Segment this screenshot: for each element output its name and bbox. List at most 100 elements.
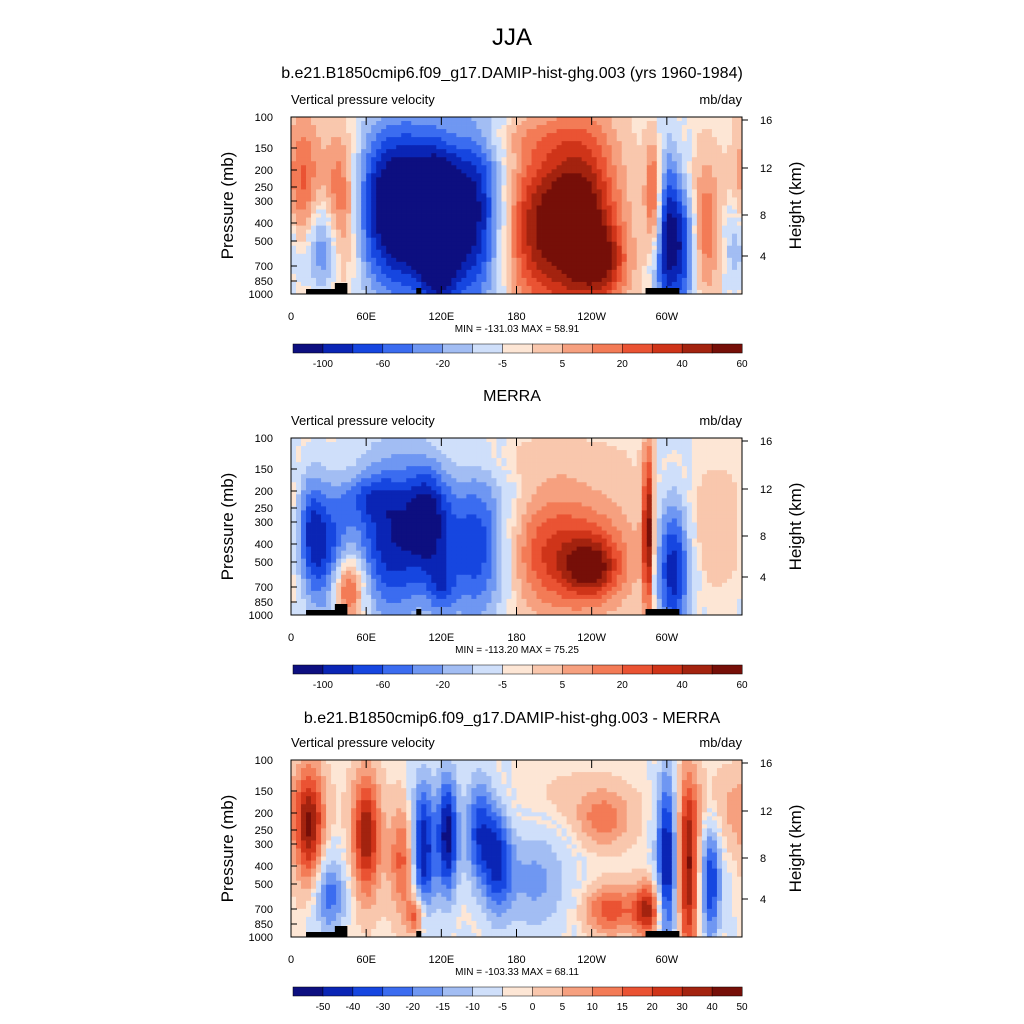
- heatmap-cell: [366, 442, 372, 447]
- heatmap-cell: [536, 209, 542, 214]
- heatmap-cell: [651, 173, 658, 178]
- heatmap-cell: [336, 137, 342, 142]
- heatmap-cell: [436, 225, 442, 231]
- heatmap-cell: [416, 205, 422, 210]
- heatmap-cell: [516, 161, 522, 166]
- heatmap-cell: [361, 125, 367, 130]
- heatmap-cell: [611, 165, 618, 170]
- heatmap-cell: [316, 594, 322, 600]
- heatmap-cell: [686, 141, 693, 146]
- heatmap-cell: [486, 245, 492, 251]
- heatmap-cell: [311, 217, 317, 222]
- heatmap-cell: [436, 137, 442, 142]
- heatmap-cell: [601, 201, 608, 206]
- heatmap-cell: [526, 145, 532, 150]
- heatmap-cell: [586, 273, 593, 279]
- heatmap-cell: [531, 201, 537, 206]
- heatmap-cell: [371, 121, 377, 126]
- heatmap-cell: [431, 213, 437, 218]
- heatmap-cell: [406, 233, 412, 239]
- heatmap-cell: [531, 285, 537, 291]
- heatmap-cell: [466, 285, 472, 291]
- heatmap-cell: [361, 285, 367, 291]
- heatmap-cell: [626, 237, 633, 243]
- heatmap-cell: [386, 558, 392, 564]
- heatmap-cell: [296, 474, 302, 479]
- heatmap-cell: [656, 157, 663, 162]
- heatmap-cell: [541, 189, 547, 194]
- heatmap-cell: [551, 245, 557, 251]
- heatmap-cell: [721, 177, 728, 182]
- heatmap-cell: [661, 265, 668, 271]
- heatmap-cell: [661, 281, 668, 287]
- heatmap-cell: [721, 169, 728, 174]
- heatmap-cell: [381, 121, 387, 126]
- heatmap-cell: [436, 185, 442, 190]
- heatmap-cell: [341, 153, 347, 158]
- heatmap-cell: [331, 550, 337, 556]
- heatmap-cell: [516, 173, 522, 178]
- heatmap-cell: [561, 185, 568, 190]
- heatmap-cell: [641, 177, 648, 182]
- heatmap-cell: [681, 257, 688, 263]
- heatmap-cell: [306, 502, 312, 507]
- heatmap-cell: [566, 209, 573, 214]
- heatmap-cell: [311, 281, 317, 287]
- heatmap-cell: [381, 169, 387, 174]
- heatmap-cell: [306, 145, 312, 150]
- heatmap-cell: [366, 478, 372, 483]
- heatmap-cell: [681, 185, 688, 190]
- heatmap-cell: [401, 117, 407, 122]
- heatmap-cell: [646, 253, 653, 259]
- heatmap-cell: [666, 117, 673, 122]
- heatmap-cell: [376, 458, 382, 463]
- heatmap-cell: [316, 458, 322, 463]
- heatmap-cell: [361, 482, 367, 487]
- heatmap-cell: [561, 289, 568, 295]
- heatmap-cell: [571, 225, 578, 231]
- heatmap-cell: [601, 169, 608, 174]
- heatmap-cell: [691, 237, 698, 243]
- heatmap-cell: [411, 269, 417, 275]
- heatmap-cell: [506, 213, 512, 218]
- heatmap-cell: [691, 121, 698, 126]
- heatmap-cell: [731, 141, 738, 146]
- heatmap-cell: [666, 241, 673, 247]
- heatmap-cell: [621, 133, 628, 138]
- heatmap-cell: [321, 538, 327, 543]
- heatmap-cell: [716, 201, 723, 206]
- heatmap-cell: [641, 261, 648, 267]
- heatmap-cell: [651, 261, 658, 267]
- heatmap-cell: [731, 269, 738, 275]
- heatmap-cell: [456, 213, 462, 218]
- heatmap-cell: [451, 197, 457, 202]
- heatmap-cell: [476, 197, 482, 202]
- heatmap-cell: [616, 245, 623, 251]
- heatmap-cell: [341, 562, 347, 568]
- heatmap-cell: [726, 213, 733, 218]
- heatmap-cell: [366, 133, 372, 138]
- heatmap-cell: [396, 217, 402, 222]
- heatmap-cell: [381, 494, 387, 499]
- heatmap-cell: [671, 241, 678, 247]
- heatmap-cell: [691, 205, 698, 210]
- heatmap-cell: [396, 245, 402, 251]
- heatmap-cell: [356, 201, 362, 206]
- heatmap-cell: [396, 462, 402, 467]
- heatmap-cell: [381, 506, 387, 511]
- heatmap-cell: [356, 486, 362, 491]
- heatmap-cell: [546, 201, 552, 206]
- heatmap-cell: [491, 285, 497, 291]
- heatmap-cell: [496, 289, 502, 295]
- heatmap-cell: [611, 133, 618, 138]
- heatmap-cell: [306, 494, 312, 499]
- heatmap-cell: [536, 177, 542, 182]
- heatmap-cell: [561, 229, 568, 235]
- heatmap-cell: [686, 201, 693, 206]
- heatmap-cell: [516, 229, 522, 235]
- heatmap-cell: [426, 129, 432, 134]
- heatmap-cell: [351, 281, 357, 287]
- heatmap-cell: [296, 133, 302, 138]
- heatmap-cell: [396, 478, 402, 483]
- heatmap-cell: [371, 546, 377, 552]
